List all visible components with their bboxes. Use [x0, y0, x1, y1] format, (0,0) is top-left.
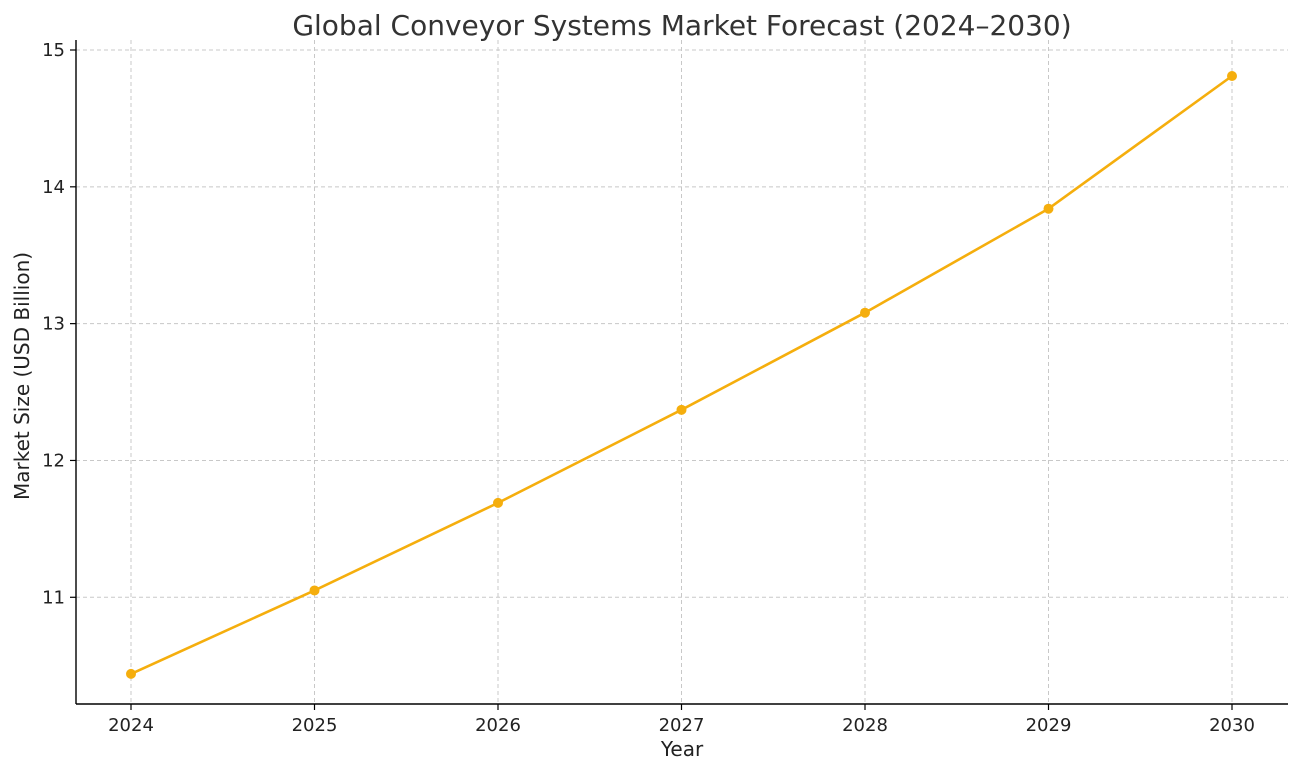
x-axis-label: Year — [660, 737, 704, 761]
data-point — [493, 497, 503, 508]
x-tick-label: 2024 — [108, 715, 154, 736]
x-tick-label: 2026 — [475, 715, 521, 736]
y-tick-label: 13 — [42, 314, 65, 335]
x-tick-label: 2030 — [1209, 715, 1255, 736]
y-tick-label: 12 — [42, 450, 65, 471]
data-point — [860, 307, 870, 318]
data-point — [1043, 203, 1054, 214]
y-axis-label: Market Size (USD Billion) — [10, 252, 34, 500]
x-tick-label: 2028 — [842, 715, 888, 736]
series-layer — [126, 70, 1237, 679]
y-tick-label: 14 — [42, 177, 65, 198]
series-line — [130, 74, 1233, 676]
data-point — [676, 404, 687, 415]
y-tick-label: 15 — [42, 40, 65, 61]
grid — [76, 40, 1288, 704]
x-tick-label: 2025 — [292, 715, 338, 736]
x-tick-label: 2029 — [1026, 715, 1072, 736]
data-point — [309, 585, 320, 596]
axes: 2024 2025 2026 2027 2028 2029 2030 11 12 13 14 15 — [42, 40, 1288, 736]
chart-title: Global Conveyor Systems Market Forecast … — [292, 9, 1071, 42]
data-point — [126, 668, 136, 679]
x-tick-label: 2027 — [659, 715, 705, 736]
y-tick-label: 11 — [42, 587, 65, 608]
data-point — [1227, 70, 1237, 81]
